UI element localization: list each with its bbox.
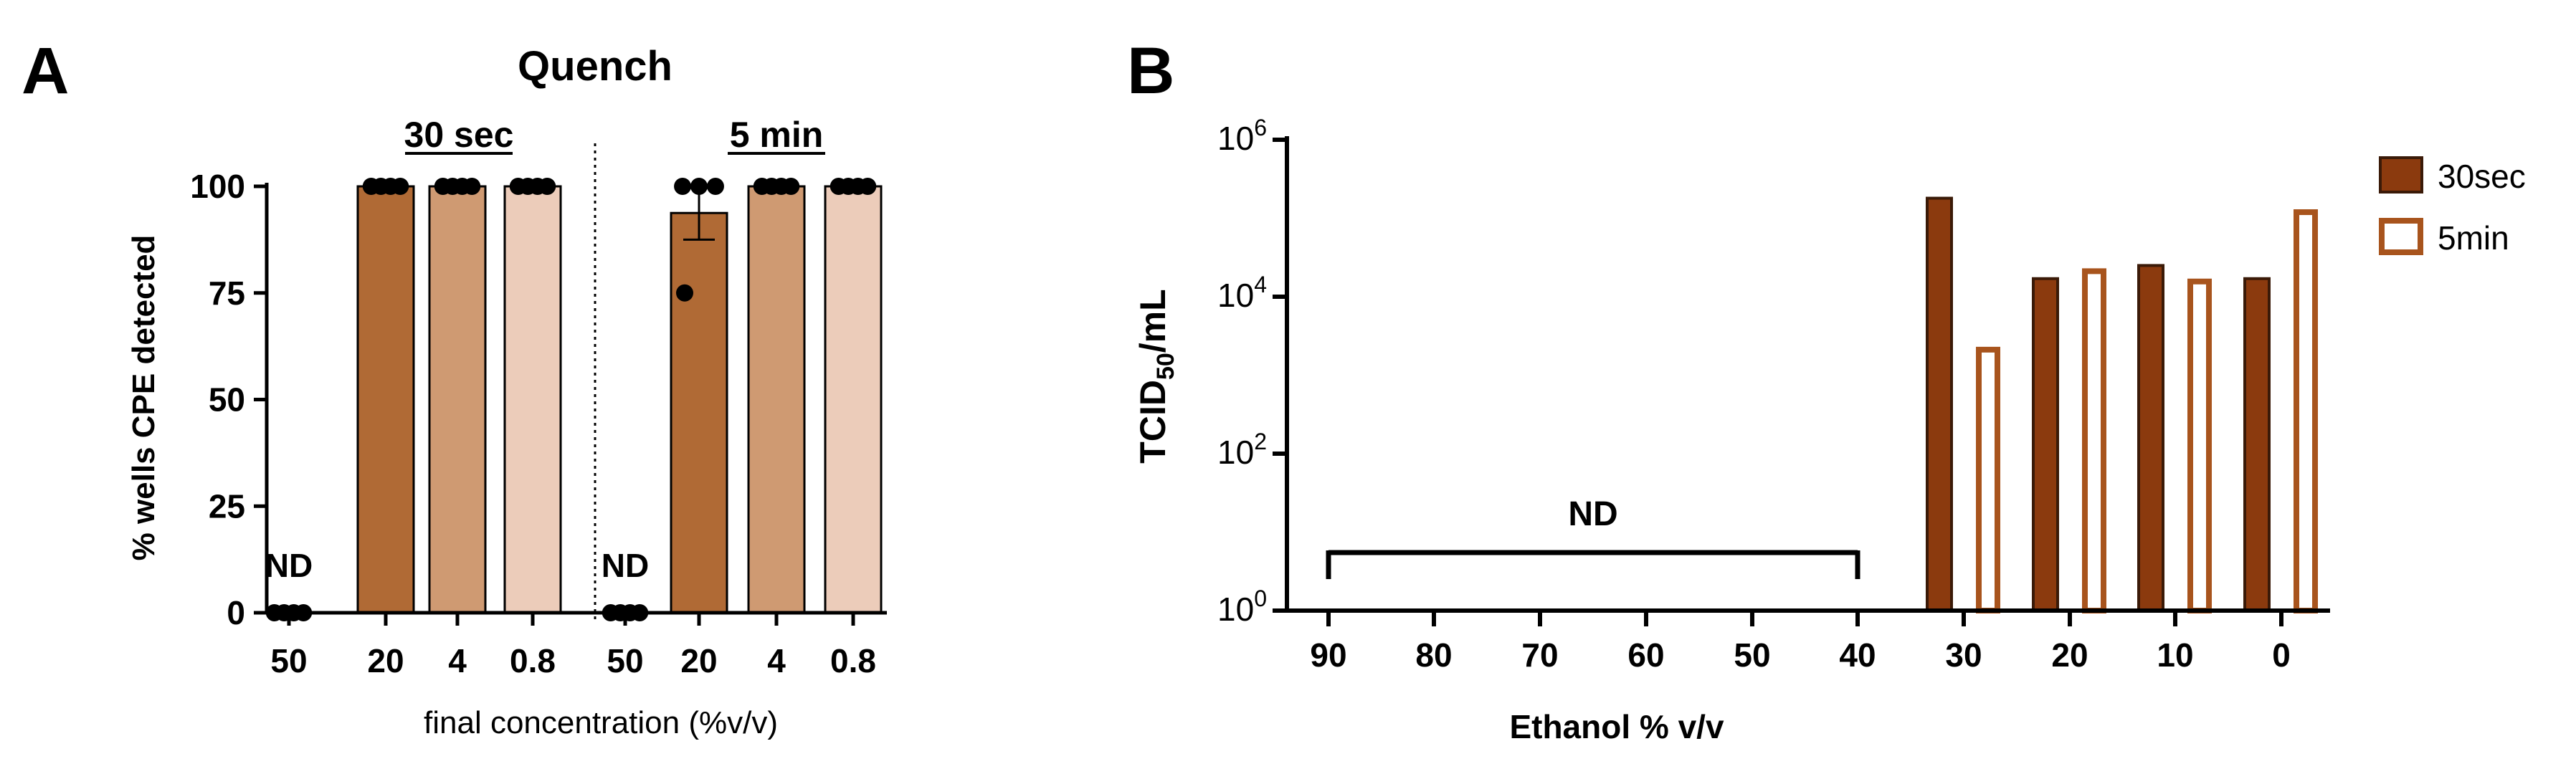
y-tick-label-0: 0 xyxy=(227,594,245,631)
y-tick-label-2: 104 xyxy=(1217,272,1267,314)
panel-b-x-axis-label: Ethanol % v/v xyxy=(1509,708,1724,745)
y-tick-base-1: 10 xyxy=(1217,434,1254,471)
x-tick-label-9: 0 xyxy=(2272,636,2291,674)
x-tick-label-2: 4 xyxy=(448,642,467,679)
panel-b-bars xyxy=(1926,196,2318,613)
panel-a-letter: A xyxy=(22,34,69,108)
y-tick-exponent-0: 0 xyxy=(1254,586,1267,611)
y-tick-label-0: 100 xyxy=(1217,586,1267,628)
data-point-7-3 xyxy=(859,178,877,195)
x-tick-label-2: 70 xyxy=(1521,636,1558,674)
legend-swatch-5min xyxy=(2379,218,2423,255)
data-point-2-3 xyxy=(463,178,481,195)
bar-7 xyxy=(824,185,883,614)
panel-b-ylabel-sub: 50 xyxy=(1152,353,1179,380)
panel-b-y-axis-label: TCID50/mL xyxy=(1133,289,1179,463)
panel-b-ylabel-main: TCID xyxy=(1133,380,1173,464)
panel-b-ylabel-tail: /mL xyxy=(1133,289,1173,353)
panel-a-title: Quench xyxy=(518,43,672,90)
legend-item-5min: 5min xyxy=(2379,218,2509,257)
bar-30sec-10 xyxy=(2137,264,2164,612)
x-tick-label-6: 30 xyxy=(1945,636,1982,674)
legend-label-30sec: 30sec xyxy=(2438,158,2526,195)
nd-label-0: ND xyxy=(265,547,313,584)
x-tick-label-7: 0.8 xyxy=(830,642,876,679)
panel-a-x-axis-label: final concentration (%v/v) xyxy=(424,705,778,740)
x-tick-label-1: 80 xyxy=(1415,636,1452,674)
bar-30sec-30 xyxy=(1926,196,1953,612)
bar-3 xyxy=(503,185,562,614)
panel-a-bars xyxy=(356,185,883,614)
y-tick-label-3: 106 xyxy=(1217,115,1267,157)
legend: 30sec 5min xyxy=(2379,156,2526,257)
data-point-1-3 xyxy=(391,178,409,195)
x-tick-label-6: 4 xyxy=(767,642,786,679)
panel-a-points xyxy=(265,178,877,621)
bar-1 xyxy=(356,185,415,614)
data-point-6-3 xyxy=(782,178,800,195)
nd-label-4: ND xyxy=(602,547,649,584)
y-tick-exponent-2: 4 xyxy=(1254,272,1267,297)
bar-5min-0 xyxy=(2294,209,2318,613)
y-tick-exponent-3: 6 xyxy=(1254,115,1267,140)
panel-a-axes: 50 20 4 0.8 50 20 4 0.8 0 25 50 75 100 xyxy=(190,168,887,679)
bar-5min-30 xyxy=(1976,346,2000,613)
x-tick-label-0: 50 xyxy=(270,642,307,679)
x-tick-label-7: 20 xyxy=(2051,636,2088,674)
panel-b: B TCID50/mL Ethanol % v/v ND 10010210410… xyxy=(1127,34,2526,745)
bar-30sec-0 xyxy=(2243,277,2271,612)
x-tick-label-4: 50 xyxy=(607,642,643,679)
data-point-low-5-0 xyxy=(676,284,693,302)
data-point-5-2 xyxy=(706,178,724,195)
bar-6 xyxy=(747,185,806,614)
group-label-5min-text: 5 min xyxy=(730,115,824,155)
y-tick-label-1: 102 xyxy=(1217,429,1267,471)
x-tick-label-0: 90 xyxy=(1310,636,1346,674)
x-tick-label-5: 40 xyxy=(1839,636,1876,674)
data-point-5-1 xyxy=(690,178,708,195)
panel-a: A Quench 30 sec 5 min % wells CPE detect… xyxy=(22,34,887,740)
bar-5min-10 xyxy=(2187,278,2212,613)
y-tick-label-4: 100 xyxy=(190,168,245,205)
data-point-3-3 xyxy=(538,178,556,195)
x-tick-label-3: 60 xyxy=(1627,636,1664,674)
x-tick-label-8: 10 xyxy=(2157,636,2193,674)
panel-b-letter: B xyxy=(1127,34,1174,108)
x-tick-label-3: 0.8 xyxy=(510,642,556,679)
y-tick-label-2: 50 xyxy=(209,381,245,419)
panel-a-nd-labels: ND ND xyxy=(265,547,649,584)
legend-label-5min: 5min xyxy=(2438,219,2509,257)
group-label-30sec-text: 30 sec xyxy=(404,115,514,155)
group-label-5min: 5 min xyxy=(728,115,825,155)
legend-swatch-30sec xyxy=(2379,156,2423,194)
y-tick-base-2: 10 xyxy=(1217,277,1254,314)
nd-bracket: ND xyxy=(1326,495,1860,579)
nd-bracket-label: ND xyxy=(1568,495,1617,533)
bar-5 xyxy=(670,211,728,614)
bar-30sec-20 xyxy=(2032,277,2059,612)
x-tick-label-5: 20 xyxy=(680,642,717,679)
group-label-30sec: 30 sec xyxy=(404,115,514,155)
x-tick-label-1: 20 xyxy=(367,642,404,679)
y-tick-label-3: 75 xyxy=(209,274,245,312)
x-tick-label-4: 50 xyxy=(1734,636,1770,674)
panel-a-y-axis-label: % wells CPE detected xyxy=(126,235,161,561)
legend-item-30sec: 30sec xyxy=(2379,156,2526,195)
y-tick-label-1: 25 xyxy=(209,487,245,525)
bar-5min-20 xyxy=(2082,268,2106,613)
y-tick-base-0: 10 xyxy=(1217,591,1254,628)
y-tick-base-3: 10 xyxy=(1217,120,1254,157)
bar-2 xyxy=(428,185,487,614)
y-tick-exponent-1: 2 xyxy=(1254,429,1267,454)
data-point-5-0 xyxy=(674,178,692,195)
